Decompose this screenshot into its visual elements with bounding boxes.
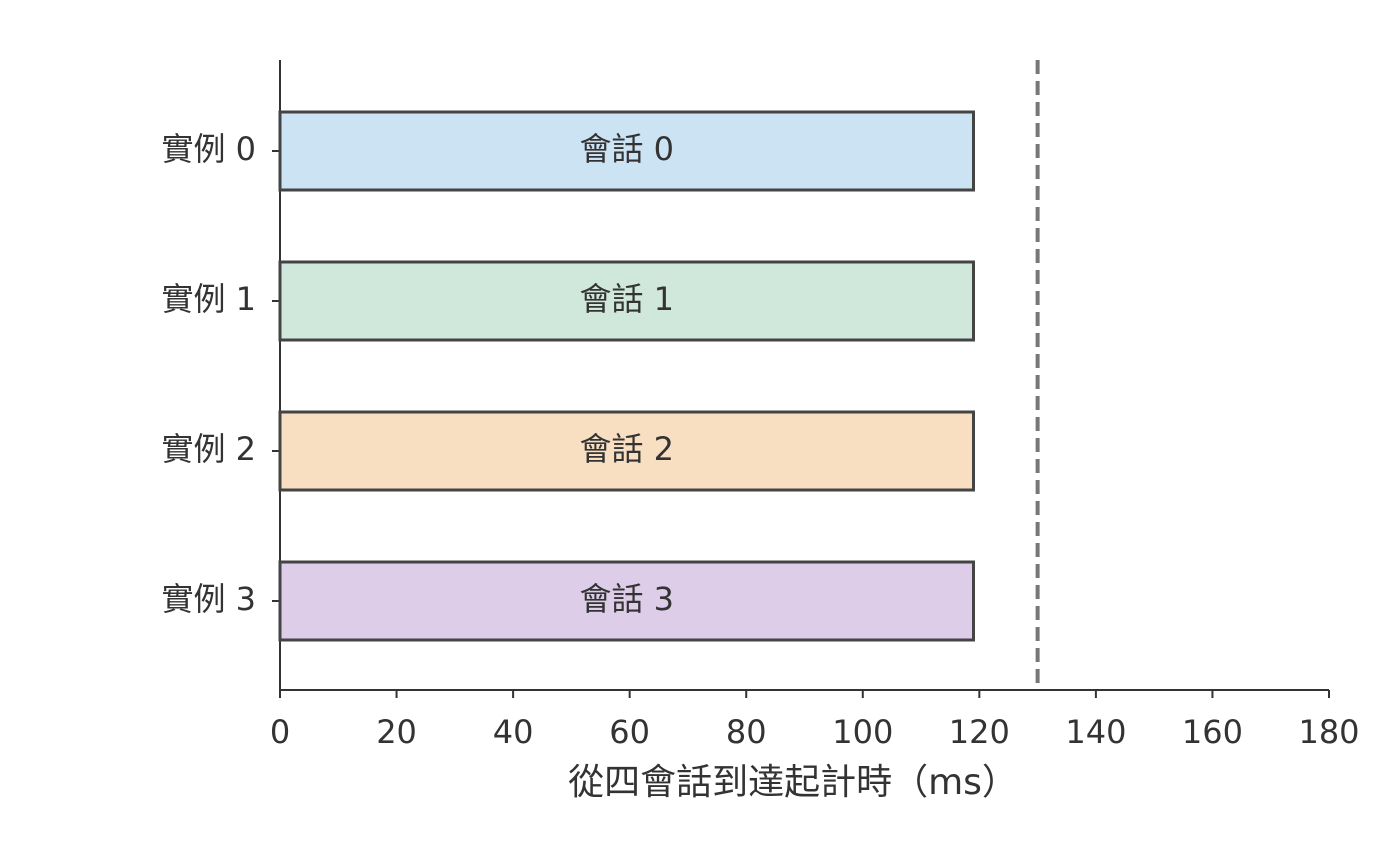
y-tick-label: 實例 3 (161, 580, 256, 618)
bar-label: 會話 1 (579, 280, 674, 318)
x-tick-label: 60 (609, 713, 650, 751)
x-tick-label: 80 (726, 713, 767, 751)
bar (278, 410, 976, 492)
bar (278, 110, 976, 192)
bar-label: 會話 3 (579, 580, 674, 618)
x-tick-label: 140 (1065, 713, 1126, 751)
bar-label: 會話 0 (579, 130, 674, 168)
y-tick-label: 實例 1 (161, 280, 256, 318)
x-tick-label: 160 (1182, 713, 1243, 751)
x-tick-label: 180 (1298, 713, 1359, 751)
x-tick-label: 0 (270, 713, 290, 751)
bar-label: 會話 2 (579, 430, 674, 468)
x-axis-label: 從四會話到達起計時（ms） (568, 762, 1018, 803)
bar (278, 260, 976, 342)
x-tick-label: 100 (832, 713, 893, 751)
y-tick-label: 實例 0 (161, 130, 256, 168)
bar (278, 560, 976, 642)
x-tick-label: 40 (493, 713, 534, 751)
x-tick-label: 20 (376, 713, 417, 751)
x-tick-label: 120 (949, 713, 1010, 751)
y-tick-label: 實例 2 (161, 430, 256, 468)
